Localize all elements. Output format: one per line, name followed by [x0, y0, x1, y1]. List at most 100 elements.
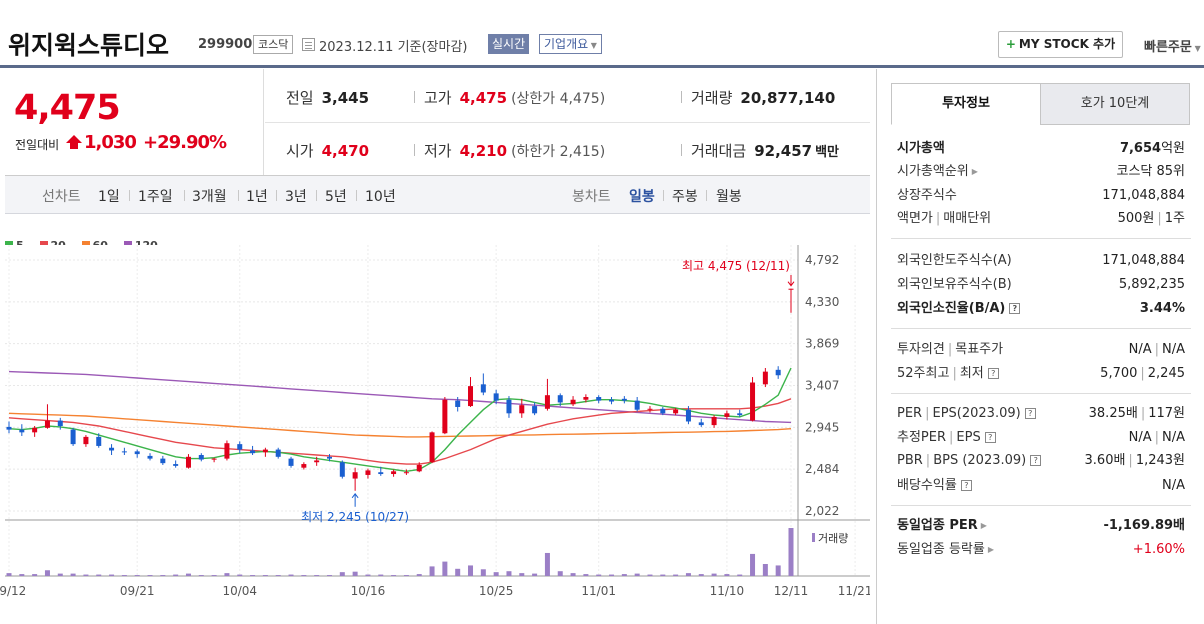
candle-body	[96, 436, 102, 446]
candle-body	[44, 420, 50, 428]
y-tick-label: 4,792	[805, 253, 839, 267]
period-5y[interactable]: 5년	[325, 189, 347, 205]
candle-body	[750, 382, 756, 421]
help-icon[interactable]: ?	[987, 368, 999, 379]
volume-bar	[160, 575, 166, 576]
foreign-ratio-label: 외국인소진율(B/A)	[897, 301, 1006, 316]
period-1d[interactable]: 1일	[98, 189, 120, 205]
y-tick-label: 2,945	[805, 420, 839, 434]
x-tick-label: 11/10	[710, 584, 745, 598]
candle-body	[762, 371, 768, 385]
par-value-wrap: 500원 | 1주	[1117, 211, 1185, 226]
add-mystock-button[interactable]: + MY STOCK 추가	[998, 31, 1123, 58]
volume-bar	[493, 572, 499, 576]
opinion-row: 투자의견 | 목표주가 N/A | N/A	[897, 338, 1185, 361]
candle-body	[583, 397, 589, 400]
w52-label-wrap: 52주최고 | 최저?	[897, 362, 999, 385]
opinion-value: N/A	[1128, 342, 1152, 357]
pbr-value-wrap: 3.60배 | 1,243원	[1084, 453, 1185, 468]
trade-amount: 거래대금 92,457 백만	[691, 140, 839, 161]
prev-close: 전일 3,445	[286, 87, 369, 108]
market-cap-rank-label: 시가총액순위	[897, 164, 969, 179]
period-1w[interactable]: 1주일	[138, 189, 173, 205]
industry-per-value: -1,169.89배	[1103, 518, 1185, 533]
price-chart[interactable]: 4,792 4,330 3,869 3,407 2,945 2,484 2,022 09/12…	[0, 215, 870, 624]
volume-bar	[750, 553, 756, 576]
tab-investment-info[interactable]: 투자정보	[891, 83, 1041, 125]
ma5-line	[8, 367, 792, 473]
market-cap-number: 7,654	[1119, 141, 1162, 156]
period-3y[interactable]: 3년	[285, 189, 307, 205]
section-divider	[891, 393, 1191, 394]
quick-order-button[interactable]: 빠른주문 ▼	[1144, 36, 1201, 55]
market-cap-label: 시가총액	[897, 141, 945, 156]
period-10y[interactable]: 10년	[365, 189, 396, 205]
volume-bar	[262, 575, 268, 576]
period-3m[interactable]: 3개월	[192, 189, 227, 205]
x-tick-label: 09/21	[120, 584, 155, 598]
volume-bar	[403, 575, 409, 576]
volume-bar	[147, 575, 153, 576]
help-icon[interactable]: ?	[1030, 455, 1042, 466]
y-tick-label: 2,022	[805, 504, 839, 518]
help-icon[interactable]: ?	[1009, 303, 1021, 314]
candle-body	[442, 399, 448, 434]
lower-limit: (하한가 2,415)	[511, 144, 606, 160]
pbr-row: PBR | BPS (2023.09)? 3.60배 | 1,243원	[897, 449, 1185, 472]
candle-body	[416, 464, 422, 472]
est-per-row: 추정PER | EPS? N/A | N/A	[897, 426, 1185, 449]
chevron-right-icon: ▶	[987, 545, 995, 554]
quick-order-label: 빠른주문	[1144, 40, 1192, 55]
foreign-limit-value: 171,048,884	[1102, 253, 1185, 268]
volume-bar	[83, 574, 89, 576]
help-icon[interactable]: ?	[984, 432, 996, 443]
period-monthly[interactable]: 월봉	[716, 189, 742, 205]
high-value: 4,475	[459, 89, 508, 107]
help-icon[interactable]: ?	[1024, 408, 1036, 419]
amount-unit: 백만	[815, 145, 840, 160]
candle-body	[429, 432, 435, 463]
market-cap-rank-row[interactable]: 시가총액순위 ▶ 코스닥 85위	[897, 160, 1185, 183]
period-daily[interactable]: 일봉	[629, 189, 655, 205]
est-per-value: N/A	[1128, 430, 1152, 445]
industry-per-row[interactable]: 동일업종 PER ▶ -1,169.89배	[897, 514, 1185, 537]
separator	[706, 190, 707, 201]
w52-high-value: 5,700	[1100, 366, 1138, 381]
candle-body	[391, 471, 397, 475]
volume-bar	[480, 569, 486, 576]
market-cap-rank-value: 코스닥 85위	[1116, 164, 1185, 179]
volume-bar	[468, 565, 474, 576]
volume-bar	[173, 574, 179, 576]
period-weekly[interactable]: 주봉	[672, 189, 698, 205]
per-label: PER	[897, 406, 923, 421]
separator	[316, 190, 317, 201]
dividend-label-wrap: 배당수익률?	[897, 474, 972, 497]
candle-body	[570, 399, 576, 405]
x-tick-label: 09/12	[0, 584, 26, 598]
candle-body	[519, 405, 525, 414]
foreign-limit-label: 외국인한도주식수(A)	[897, 253, 1012, 268]
summary-divider	[263, 69, 264, 175]
candle-body	[339, 462, 345, 477]
target-value: N/A	[1162, 342, 1185, 357]
candle-body	[147, 455, 153, 459]
y-tick-label: 3,407	[805, 379, 839, 393]
tab-orderbook[interactable]: 호가 10단계	[1040, 83, 1190, 125]
industry-change-row[interactable]: 동일업종 등락률 ▶ +1.60%	[897, 538, 1185, 561]
volume-bar	[301, 575, 307, 576]
y-tick-label: 2,484	[805, 462, 839, 476]
volume-bar	[378, 574, 384, 576]
x-tick-label: 12/11	[774, 584, 809, 598]
candle-body	[621, 398, 627, 401]
volume-bar	[442, 561, 448, 576]
bps-label: BPS (2023.09)	[933, 453, 1027, 468]
realtime-button[interactable]: 실시간	[488, 34, 530, 54]
ma120-line	[8, 370, 792, 424]
period-1y[interactable]: 1년	[246, 189, 268, 205]
volume-bar	[352, 571, 358, 576]
help-icon[interactable]: ?	[960, 480, 972, 491]
company-overview-button[interactable]: 기업개요 ▼	[539, 34, 602, 54]
x-tick-label: 11/01	[581, 584, 616, 598]
candle-body	[403, 472, 409, 474]
market-cap-rank-label-wrap: 시가총액순위 ▶	[897, 160, 978, 183]
